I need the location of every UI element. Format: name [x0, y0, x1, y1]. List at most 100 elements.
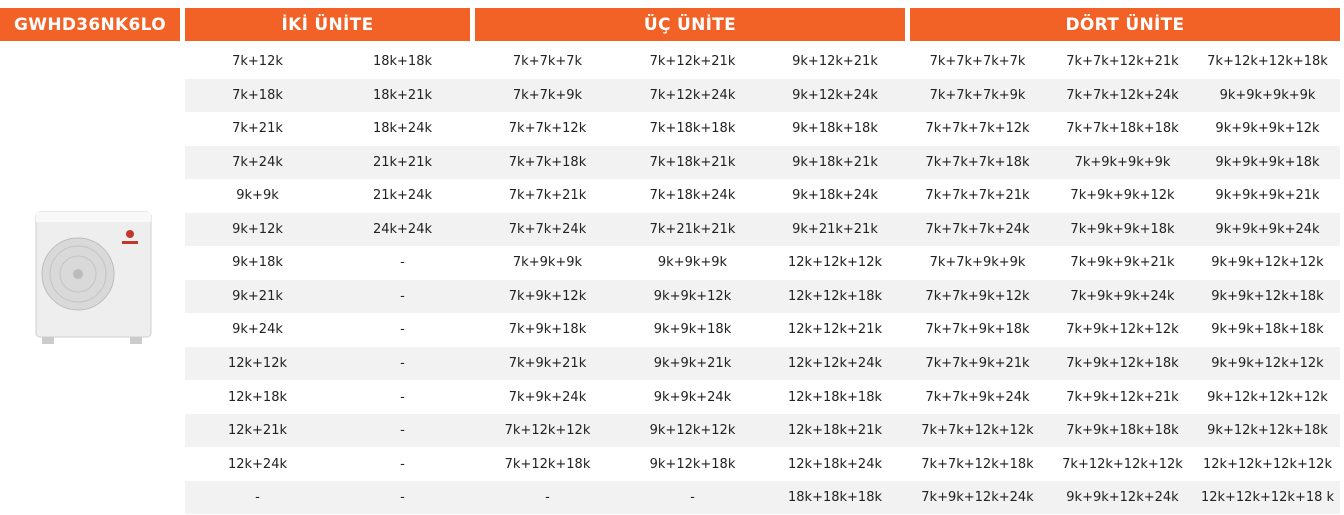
table-cell: 9k+12k+12k [620, 414, 765, 447]
table-cell: 9k+12k+12k+12k [1195, 381, 1340, 414]
table-cell: 7k+12k+12k [475, 414, 620, 447]
table-cell: 12k+18k+24k [765, 448, 905, 481]
table-cell: 18k+21k [330, 79, 475, 112]
table-cell: 7k+21k+21k [620, 213, 765, 246]
table-cell: - [330, 347, 475, 380]
table-cell: 7k+7k+9k [475, 79, 620, 112]
table-cell: 7k+7k+7k+7k [905, 45, 1050, 78]
table-cell: 12k+12k+21k [765, 313, 905, 346]
table-cell: 7k+18k+24k [620, 179, 765, 212]
table-cell: 9k+9k+9k+24k [1195, 213, 1340, 246]
table-cell: 7k+9k+12k+24k [905, 481, 1050, 514]
table-cell: 7k+9k+9k+18k [1050, 213, 1195, 246]
table-cell: 7k+9k+12k+18k [1050, 347, 1195, 380]
table-cell: - [330, 448, 475, 481]
table-cell: 7k+7k+7k+9k [905, 79, 1050, 112]
table-cell: 12k+12k [185, 347, 330, 380]
table-cell: 9k+9k+12k+18k [1195, 280, 1340, 313]
table-cell: 12k+12k+12k [765, 246, 905, 279]
table-cell: 9k+9k [185, 179, 330, 212]
table-cell: 7k+7k+12k+21k [1050, 45, 1195, 78]
table-cell: 9k+21k+21k [765, 213, 905, 246]
table-cell: 7k+7k+18k [475, 146, 620, 179]
table-cell: 9k+9k+18k [620, 313, 765, 346]
table-cell: 12k+21k [185, 414, 330, 447]
table-cell: 9k+9k+9k+21k [1195, 179, 1340, 212]
table-cell: 7k+7k+7k+12k [905, 112, 1050, 145]
table-cell: 9k+9k+18k+18k [1195, 313, 1340, 346]
table-cell: 9k+9k+12k+12k [1195, 246, 1340, 279]
table-cell: 7k+9k+9k+12k [1050, 179, 1195, 212]
table-cell: 7k+7k+7k+21k [905, 179, 1050, 212]
table-cell: 7k+7k+9k+21k [905, 347, 1050, 380]
table-cell: - [330, 280, 475, 313]
table-cell: 7k+9k+9k+24k [1050, 280, 1195, 313]
table-cell: 7k+7k+9k+9k [905, 246, 1050, 279]
table-cell: 18k+24k [330, 112, 475, 145]
table-cell: 18k+18k [330, 45, 475, 78]
table-cell: 7k+12k [185, 45, 330, 78]
table-cell: 7k+7k+12k [475, 112, 620, 145]
table-cell: 7k+7k+12k+18k [905, 448, 1050, 481]
table-cell: 18k+18k+18k [765, 481, 905, 514]
table-cell: - [330, 381, 475, 414]
table-cell: 7k+9k+9k+9k [1050, 146, 1195, 179]
table-cell: 12k+12k+12k+18 k [1195, 481, 1340, 514]
table-cell: 9k+9k+9k+12k [1195, 112, 1340, 145]
table-cell: 7k+9k+24k [475, 381, 620, 414]
table-cell: 7k+9k+9k [475, 246, 620, 279]
group-header: ÜÇ ÜNİTE [475, 8, 905, 41]
table-cell: 7k+7k+7k+18k [905, 146, 1050, 179]
table-cell: - [330, 414, 475, 447]
table-cell: 9k+9k+24k [620, 381, 765, 414]
table-cell: - [330, 481, 475, 514]
table-cell: 7k+12k+18k [475, 448, 620, 481]
table-cell: 7k+7k+21k [475, 179, 620, 212]
table-cell: 12k+12k+12k+12k [1195, 448, 1340, 481]
table-cell: 7k+18k+21k [620, 146, 765, 179]
table-cell: - [185, 481, 330, 514]
table-cell: - [330, 246, 475, 279]
table-cell: 7k+18k+18k [620, 112, 765, 145]
table-cell: 9k+12k+18k [620, 448, 765, 481]
group-header: İKİ ÜNİTE [185, 8, 470, 41]
table-cell: 7k+7k+12k+24k [1050, 79, 1195, 112]
table-cell: 7k+9k+12k+21k [1050, 381, 1195, 414]
table-cell: 7k+7k+7k [475, 45, 620, 78]
table-cell: 9k+18k+18k [765, 112, 905, 145]
table-cell: 7k+18k [185, 79, 330, 112]
table-cell: 21k+21k [330, 146, 475, 179]
table-cell: 7k+9k+12k+12k [1050, 313, 1195, 346]
table-cell: 9k+24k [185, 313, 330, 346]
table-cell: 9k+9k+12k+12k [1195, 347, 1340, 380]
table-cell: 7k+7k+9k+18k [905, 313, 1050, 346]
table-cell: 7k+24k [185, 146, 330, 179]
table-cell: 9k+9k+12k [620, 280, 765, 313]
table-cell: - [330, 313, 475, 346]
table-cell: 9k+12k+12k+18k [1195, 414, 1340, 447]
table-cell: 7k+7k+24k [475, 213, 620, 246]
group-header: DÖRT ÜNİTE [910, 8, 1340, 41]
table-cell: 12k+24k [185, 448, 330, 481]
table-cell: 7k+9k+12k [475, 280, 620, 313]
table-cell: 7k+12k+12k+18k [1195, 45, 1340, 78]
table-cell: 7k+7k+12k+12k [905, 414, 1050, 447]
table-cell: 12k+18k+18k [765, 381, 905, 414]
table-cell: 9k+18k [185, 246, 330, 279]
table-cell: 7k+7k+7k+24k [905, 213, 1050, 246]
product-image [30, 200, 160, 350]
table-cell: 9k+9k+12k+24k [1050, 481, 1195, 514]
table-cell: 9k+12k [185, 213, 330, 246]
table-cell: 9k+18k+21k [765, 146, 905, 179]
